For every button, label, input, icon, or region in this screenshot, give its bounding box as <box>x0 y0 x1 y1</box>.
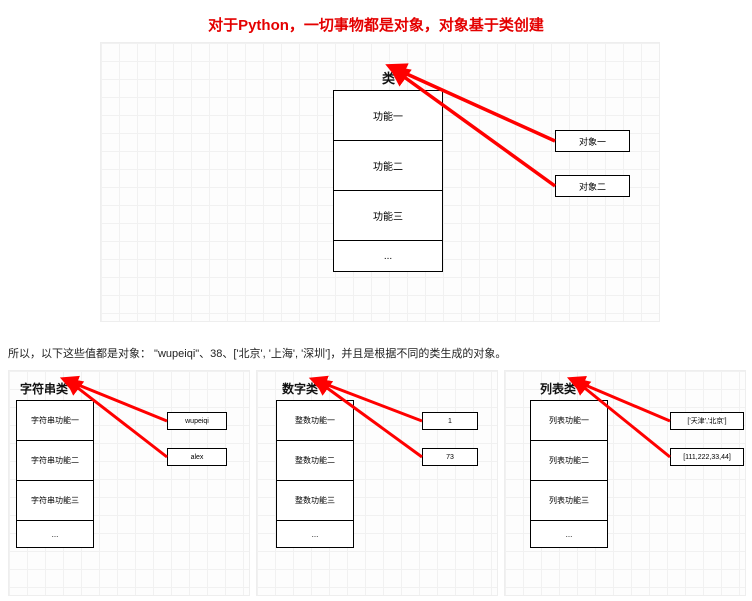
object-box: 对象一 <box>555 130 630 152</box>
class-cell: 列表功能三 <box>531 481 607 521</box>
class-box: 功能一功能二功能三... <box>333 90 443 272</box>
object-box: ['天津','北京'] <box>670 412 744 430</box>
object-box: wupeiqi <box>167 412 227 430</box>
class-cell: 字符串功能一 <box>17 401 93 441</box>
class-cell: 列表功能一 <box>531 401 607 441</box>
class-cell: 整数功能一 <box>277 401 353 441</box>
class-cell: 整数功能三 <box>277 481 353 521</box>
class-box: 字符串功能一字符串功能二字符串功能三... <box>16 400 94 548</box>
object-box: 对象二 <box>555 175 630 197</box>
class-cell: 整数功能二 <box>277 441 353 481</box>
class-cell: ... <box>277 521 353 547</box>
object-box: alex <box>167 448 227 466</box>
class-cell: 功能三 <box>334 191 442 241</box>
class-cell: 功能一 <box>334 91 442 141</box>
class-cell: ... <box>531 521 607 547</box>
class-cell: ... <box>334 241 442 271</box>
title-emph: Python <box>238 17 289 34</box>
page-title: 对于Python，一切事物都是对象，对象基于类创建 <box>0 0 752 41</box>
class-box: 整数功能一整数功能二整数功能三... <box>276 400 354 548</box>
class-cell: 字符串功能二 <box>17 441 93 481</box>
class-box: 列表功能一列表功能二列表功能三... <box>530 400 608 548</box>
object-box: 1 <box>422 412 478 430</box>
section-title: 列表类 <box>540 380 576 397</box>
section-title: 字符串类 <box>20 380 68 397</box>
object-box: 73 <box>422 448 478 466</box>
class-label: 类 <box>382 68 395 87</box>
title-part1: 对于 <box>208 17 238 34</box>
section-title: 数字类 <box>282 380 318 397</box>
object-box: [111,222,33,44] <box>670 448 744 466</box>
class-cell: 字符串功能三 <box>17 481 93 521</box>
class-cell: ... <box>17 521 93 547</box>
class-cell: 列表功能二 <box>531 441 607 481</box>
body-text: 所以，以下这些值都是对象： "wupeiqi"、38、['北京', '上海', … <box>8 345 506 361</box>
title-part2: ，一切事物都是对象，对象基于类创建 <box>289 17 544 34</box>
class-cell: 功能二 <box>334 141 442 191</box>
